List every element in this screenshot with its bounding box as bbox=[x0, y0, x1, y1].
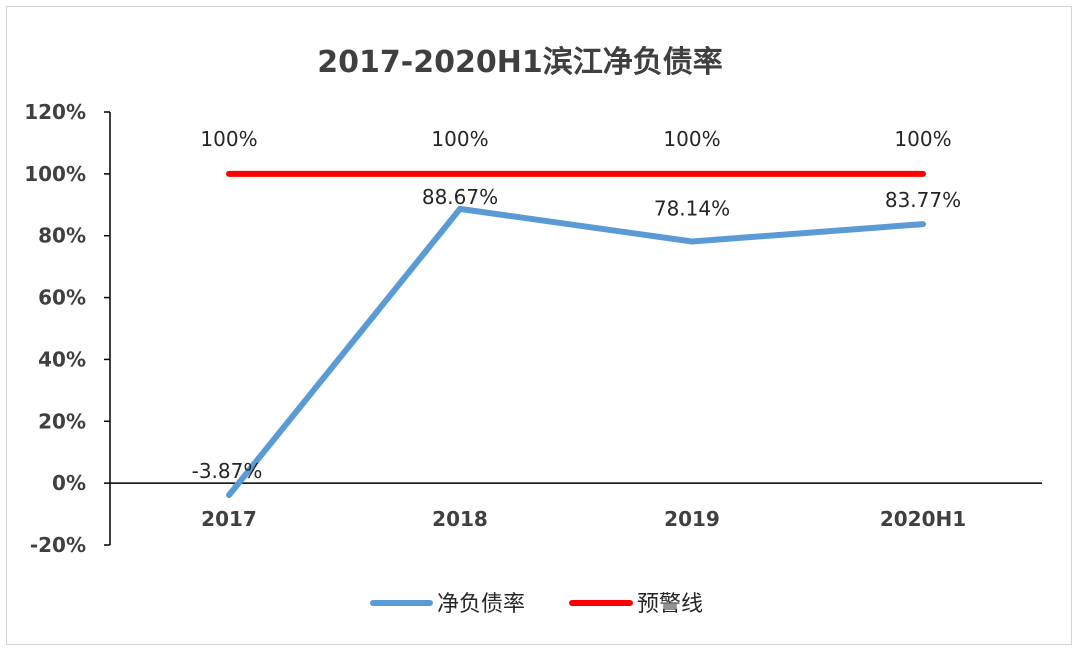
y-tick-label: 100% bbox=[24, 162, 86, 186]
net-debt-ratio-data-label: 88.67% bbox=[422, 185, 498, 209]
warning-line-data-label: 100% bbox=[894, 127, 951, 151]
y-tick-label: 0% bbox=[52, 471, 86, 495]
warning-line-legend-label: 预警线 bbox=[637, 592, 703, 617]
chart-frame bbox=[6, 6, 1072, 645]
series bbox=[226, 170, 926, 499]
y-tick-label: 60% bbox=[38, 286, 86, 310]
x-tick-label: 2017 bbox=[201, 507, 257, 531]
net-debt-ratio-data-label: 83.77% bbox=[885, 188, 961, 212]
net-debt-ratio-legend-label: 净负债率 bbox=[437, 592, 525, 617]
y-tick-label: 120% bbox=[24, 100, 86, 124]
net-debt-ratio-line bbox=[226, 205, 926, 499]
chart-title: 2017-2020H1滨江净负债率 bbox=[317, 45, 722, 80]
warning-line-data-label: 100% bbox=[200, 127, 257, 151]
y-tick-label: -20% bbox=[30, 533, 86, 557]
y-axis: 120% 100% 80% 60% 40% 20% 0% -20% bbox=[24, 100, 111, 557]
y-tick-label: 20% bbox=[38, 409, 86, 433]
legend: 净负债率 预警线 bbox=[370, 592, 703, 617]
net-debt-ratio-data-label: 78.14% bbox=[654, 197, 730, 221]
x-tick-label: 2019 bbox=[664, 507, 720, 531]
y-tick-label: 80% bbox=[38, 224, 86, 248]
net-debt-ratio-data-label: -3.87% bbox=[192, 459, 263, 483]
warning-line-data-label: 100% bbox=[431, 127, 488, 151]
x-tick-label: 2020H1 bbox=[880, 507, 966, 531]
warning-line-data-label: 100% bbox=[663, 127, 720, 151]
x-tick-label: 2018 bbox=[432, 507, 488, 531]
x-axis: 2017 2018 2019 2020H1 bbox=[110, 482, 1042, 531]
y-tick-label: 40% bbox=[38, 347, 86, 371]
data-labels: -3.87% 88.67% 78.14% 83.77% 100% 100% 100% 100% bbox=[192, 127, 962, 483]
